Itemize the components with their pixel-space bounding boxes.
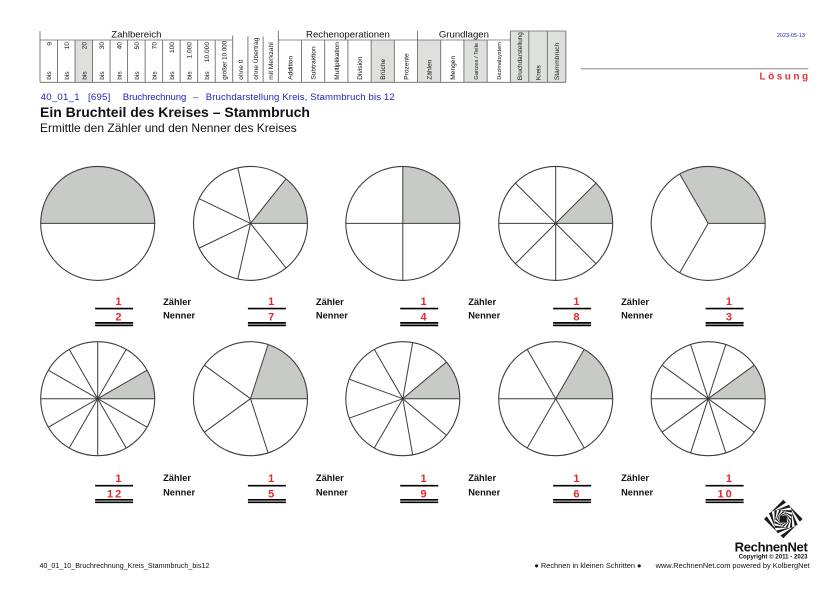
svg-text:Mengen: Mengen xyxy=(450,56,457,80)
svg-text:Nenner: Nenner xyxy=(316,487,348,497)
svg-text:Subtraktion: Subtraktion xyxy=(311,46,318,80)
svg-text:bis: bis xyxy=(99,71,106,80)
svg-text:1: 1 xyxy=(115,296,121,308)
svg-text:1: 1 xyxy=(268,296,274,308)
svg-text:Grundlagen: Grundlagen xyxy=(439,29,489,40)
svg-text:8: 8 xyxy=(573,311,579,323)
svg-text:ohne 0: ohne 0 xyxy=(238,59,245,80)
svg-text:Prozente: Prozente xyxy=(403,53,410,80)
svg-text:Nenner: Nenner xyxy=(468,311,500,321)
svg-text:10: 10 xyxy=(64,42,71,50)
svg-text:20: 20 xyxy=(81,42,88,50)
svg-text:Bruchdarstellung: Bruchdarstellung xyxy=(517,32,524,80)
svg-text:30: 30 xyxy=(99,42,106,50)
svg-text:bis: bis xyxy=(64,71,71,80)
svg-text:1: 1 xyxy=(726,473,732,485)
svg-text:Brüche: Brüche xyxy=(380,58,387,79)
svg-text:Zahlbereich: Zahlbereich xyxy=(111,29,161,40)
svg-text:Zähler: Zähler xyxy=(621,297,649,307)
svg-text:Nenner: Nenner xyxy=(621,311,653,321)
svg-text:bis: bis xyxy=(169,71,176,80)
svg-text:3: 3 xyxy=(726,311,732,323)
svg-text:bis: bis xyxy=(116,71,123,80)
svg-text:größer 10.000: größer 10.000 xyxy=(221,40,228,79)
svg-text:Nenner: Nenner xyxy=(163,487,195,497)
svg-text:Zähler: Zähler xyxy=(316,297,344,307)
svg-text:10.000: 10.000 xyxy=(204,42,211,63)
svg-text:40_01_10_Bruchrechnung_Kreis_S: 40_01_10_Bruchrechnung_Kreis_Stammbruch_… xyxy=(40,562,210,570)
svg-text:100: 100 xyxy=(169,42,176,53)
svg-text:Nenner: Nenner xyxy=(163,311,195,321)
svg-text:40_01_1: 40_01_1 xyxy=(41,92,80,103)
svg-text:6: 6 xyxy=(573,489,579,501)
svg-text:12: 12 xyxy=(107,489,123,501)
svg-text:Zähler: Zähler xyxy=(468,473,496,483)
svg-text:ohne Übertrag: ohne Übertrag xyxy=(252,37,260,79)
svg-text:9: 9 xyxy=(46,42,53,46)
svg-text:Zählen: Zählen xyxy=(427,59,434,79)
svg-text:Rechenoperationen: Rechenoperationen xyxy=(306,29,390,40)
svg-text:Bruchdarstellung Kreis, Stammb: Bruchdarstellung Kreis, Stammbruch bis 1… xyxy=(206,92,395,103)
svg-text:10: 10 xyxy=(717,489,733,501)
svg-text:Addition: Addition xyxy=(287,56,294,80)
svg-text:Lösung: Lösung xyxy=(760,72,811,83)
svg-text:2023-05-13: 2023-05-13 xyxy=(777,33,805,39)
svg-text:1: 1 xyxy=(420,296,426,308)
svg-text:5: 5 xyxy=(268,489,274,501)
svg-text:2: 2 xyxy=(115,311,121,323)
svg-text:Nenner: Nenner xyxy=(621,487,653,497)
svg-text:1: 1 xyxy=(726,296,732,308)
svg-text:Zähler: Zähler xyxy=(468,297,496,307)
svg-text:Nenner: Nenner xyxy=(468,487,500,497)
svg-text:9: 9 xyxy=(420,489,426,501)
svg-text:Copyright © 2011 - 2023: Copyright © 2011 - 2023 xyxy=(739,553,808,560)
svg-text:7: 7 xyxy=(268,311,274,323)
svg-text:50: 50 xyxy=(134,42,141,50)
svg-text:bis: bis xyxy=(186,71,193,80)
svg-text:40: 40 xyxy=(116,42,123,50)
svg-text:70: 70 xyxy=(151,42,158,50)
svg-text:Dezimalsystem: Dezimalsystem xyxy=(497,42,503,80)
svg-text:Ein Bruchteil des Kreises – St: Ein Bruchteil des Kreises – Stammbruch xyxy=(40,104,310,120)
svg-text:www.RechnenNet.com powered by: www.RechnenNet.com powered by KolbergNet xyxy=(655,561,810,570)
svg-text:1: 1 xyxy=(573,296,579,308)
svg-text:Bruchrechnung: Bruchrechnung xyxy=(123,92,187,103)
svg-text:Zähler: Zähler xyxy=(316,473,344,483)
svg-text:RechnenNet: RechnenNet xyxy=(735,539,809,554)
svg-text:–: – xyxy=(193,92,199,103)
svg-text:mit Merkzahl: mit Merkzahl xyxy=(268,42,275,80)
svg-text:bis: bis xyxy=(81,71,88,80)
svg-text:bis: bis xyxy=(151,71,158,80)
svg-text:Multiplikation: Multiplikation xyxy=(334,42,341,80)
svg-text:Stammbruch: Stammbruch xyxy=(554,42,561,80)
svg-text:Ganzes / Teile: Ganzes / Teile xyxy=(474,43,480,80)
svg-text:[695]: [695] xyxy=(88,92,110,103)
svg-text:bis: bis xyxy=(204,71,211,80)
svg-text:4: 4 xyxy=(420,311,427,323)
svg-text:bis: bis xyxy=(134,71,141,80)
svg-text:● Rechnen in kleinen Schritten: ● Rechnen in kleinen Schritten ● xyxy=(534,561,641,570)
svg-text:1: 1 xyxy=(268,473,274,485)
svg-text:1: 1 xyxy=(420,473,426,485)
svg-text:1: 1 xyxy=(573,473,579,485)
svg-text:bis: bis xyxy=(46,71,53,80)
svg-text:Division: Division xyxy=(357,56,364,79)
svg-text:Zähler: Zähler xyxy=(163,473,191,483)
svg-text:Ermittle den Zähler und den Ne: Ermittle den Zähler und den Nenner des K… xyxy=(40,121,297,135)
svg-text:Nenner: Nenner xyxy=(316,311,348,321)
svg-text:Zähler: Zähler xyxy=(621,473,649,483)
svg-text:1.000: 1.000 xyxy=(186,42,193,59)
svg-text:Zähler: Zähler xyxy=(163,297,191,307)
svg-text:Kreis: Kreis xyxy=(536,64,543,80)
svg-text:1: 1 xyxy=(115,473,121,485)
